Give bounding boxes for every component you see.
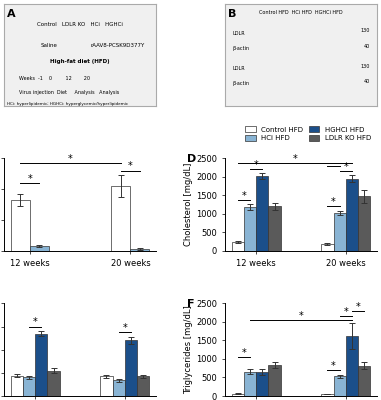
Text: *: *: [33, 318, 38, 328]
Bar: [47, 370, 60, 396]
Bar: [125, 340, 137, 396]
Bar: [346, 336, 358, 396]
Bar: [321, 244, 334, 251]
Text: Weeks  -1    0         12        20: Weeks -1 0 12 20: [19, 76, 90, 81]
Bar: [334, 213, 346, 251]
Legend: Control HFD, HCi HFD, HGHCi HFD, LDLR KO HFD: Control HFD, HCi HFD, HGHCi HFD, LDLR KO…: [242, 124, 374, 144]
Bar: [100, 376, 113, 396]
Text: Control   LDLR KO   HCi   HGHCi: Control LDLR KO HCi HGHCi: [37, 22, 123, 27]
Bar: [130, 249, 149, 251]
Bar: [23, 378, 35, 396]
Bar: [244, 372, 256, 396]
Bar: [244, 207, 256, 251]
Text: 40: 40: [363, 44, 370, 49]
Bar: [334, 376, 346, 396]
Bar: [346, 179, 358, 251]
Text: rAAV8-PCSK9D377Y: rAAV8-PCSK9D377Y: [91, 43, 145, 48]
Bar: [112, 186, 130, 251]
Text: 40: 40: [363, 79, 370, 84]
Text: *: *: [299, 311, 303, 321]
Bar: [232, 242, 244, 251]
Text: A: A: [7, 9, 16, 19]
Text: High-fat diet (HFD): High-fat diet (HFD): [50, 59, 110, 64]
Y-axis label: Triglycerides [mg/dL]: Triglycerides [mg/dL]: [184, 305, 194, 394]
Text: HCi: hyperlipidemic; HGHCi: hyperglycemic/hyperlipidemic: HCi: hyperlipidemic; HGHCi: hyperglycemi…: [7, 102, 128, 106]
Bar: [358, 196, 370, 251]
Text: *: *: [242, 348, 247, 358]
Bar: [268, 206, 281, 251]
Text: *: *: [293, 154, 297, 164]
Text: *: *: [68, 154, 73, 164]
Bar: [11, 200, 30, 251]
Text: *: *: [355, 302, 360, 312]
Text: *: *: [254, 160, 259, 170]
Bar: [232, 394, 244, 396]
Bar: [30, 246, 48, 251]
Text: *: *: [331, 197, 336, 207]
Bar: [137, 376, 149, 396]
Text: D: D: [187, 154, 196, 164]
Text: β-actin: β-actin: [232, 46, 250, 51]
Text: B: B: [228, 9, 236, 19]
Text: *: *: [122, 323, 127, 333]
Text: LDLR: LDLR: [232, 66, 245, 71]
Text: *: *: [128, 162, 133, 172]
Text: *: *: [343, 162, 348, 172]
Text: *: *: [242, 191, 247, 201]
Bar: [35, 334, 47, 396]
Bar: [256, 372, 268, 396]
Text: F: F: [187, 299, 194, 309]
Text: 130: 130: [360, 64, 370, 69]
Text: *: *: [331, 361, 336, 371]
Text: 130: 130: [360, 28, 370, 34]
Text: *: *: [27, 174, 32, 184]
Bar: [256, 176, 268, 251]
Y-axis label: Cholesterol [mg/dL]: Cholesterol [mg/dL]: [184, 163, 194, 246]
Text: Virus injection  Diet     Analysis   Analysis: Virus injection Diet Analysis Analysis: [19, 90, 119, 94]
Text: Saline: Saline: [41, 43, 58, 48]
Text: Control HFD  HCi HFD  HGHCi HFD: Control HFD HCi HFD HGHCi HFD: [259, 10, 343, 15]
Text: LDLR: LDLR: [232, 30, 245, 36]
Bar: [321, 394, 334, 396]
Text: β-actin: β-actin: [232, 82, 250, 86]
Bar: [358, 366, 370, 396]
Bar: [113, 380, 125, 396]
Bar: [11, 376, 23, 396]
Text: *: *: [343, 307, 348, 317]
Bar: [268, 364, 281, 396]
